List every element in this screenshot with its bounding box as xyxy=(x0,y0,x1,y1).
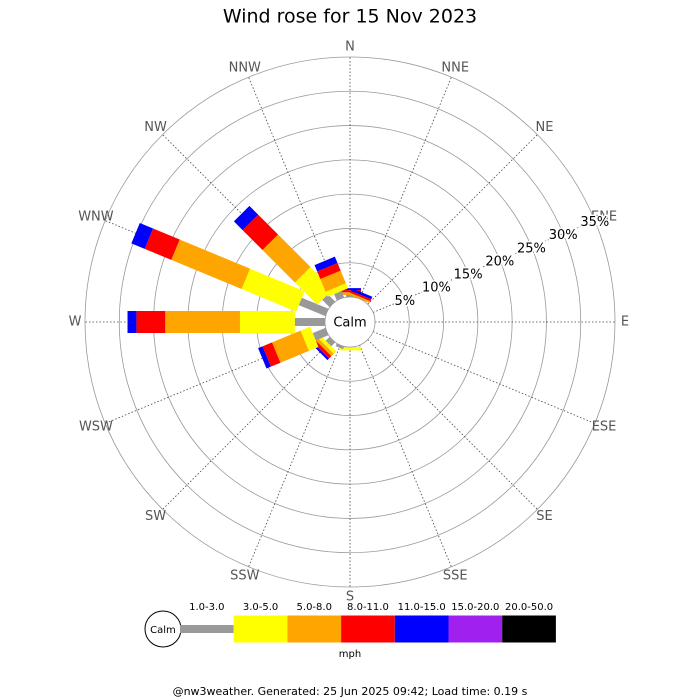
rose-segment xyxy=(242,214,279,251)
direction-label: SW xyxy=(145,509,166,524)
rose-segment xyxy=(144,228,180,260)
chart-title: Wind rose for 15 Nov 2023 xyxy=(223,6,477,28)
spoke xyxy=(367,134,538,305)
spoke xyxy=(372,331,595,424)
legend-label: 3.0-5.0 xyxy=(243,602,278,613)
rose-segment xyxy=(315,338,334,357)
direction-label: WSW xyxy=(79,420,113,435)
direction-label: W xyxy=(69,315,82,330)
rose-segment xyxy=(294,318,325,326)
rose-segment xyxy=(335,343,345,350)
direction-label: S xyxy=(346,590,354,605)
rose-segment xyxy=(239,311,295,333)
direction-label: NW xyxy=(144,120,167,135)
rose-segment xyxy=(350,288,373,300)
legend-swatch xyxy=(341,615,395,643)
calm-circle xyxy=(324,296,376,348)
legend-label: 20.0-50.0 xyxy=(505,602,553,613)
rose-segment xyxy=(165,311,240,333)
rose-segment xyxy=(136,311,166,333)
legend-swatch xyxy=(287,615,342,643)
ring-label: 5% xyxy=(394,294,415,309)
spoke xyxy=(162,339,333,510)
rose-segment xyxy=(258,346,271,369)
spoke xyxy=(248,344,341,567)
legend-label: 1.0-3.0 xyxy=(189,602,224,613)
direction-label: ENE xyxy=(591,209,617,224)
legend-swatch xyxy=(448,615,503,643)
footer: @nw3weather. Generated: 25 Jun 2025 09:4… xyxy=(173,685,528,698)
rose-segment xyxy=(318,335,337,354)
direction-label: NNE xyxy=(441,60,469,75)
direction-label: SSW xyxy=(230,569,260,584)
legend-label: 8.0-11.0 xyxy=(347,602,389,613)
rose-segment xyxy=(127,311,137,333)
spoke xyxy=(359,77,452,300)
rose-segment xyxy=(233,205,259,231)
spoke xyxy=(372,220,595,313)
direction-label: SSE xyxy=(443,569,468,584)
legend-label: 11.0-15.0 xyxy=(398,602,446,613)
legend-units: mph xyxy=(339,649,361,660)
rose-segment xyxy=(241,268,305,312)
legend-swatch xyxy=(233,615,288,643)
rose-segment xyxy=(325,336,336,347)
legend-label: 5.0-8.0 xyxy=(297,602,332,613)
rose-segment xyxy=(131,223,154,249)
rose-segment xyxy=(322,294,336,308)
rose-segment xyxy=(294,266,333,305)
ring-label: 20% xyxy=(485,254,514,269)
rose-segment xyxy=(320,270,346,292)
legend-swatch xyxy=(180,625,234,633)
direction-label: E xyxy=(621,315,629,330)
direction-label: N xyxy=(345,40,355,55)
ring-label: 25% xyxy=(517,241,546,256)
direction-label: NNW xyxy=(229,60,261,75)
rose-segment xyxy=(262,342,281,367)
rose-segment xyxy=(262,234,311,283)
spoke xyxy=(359,344,452,567)
ring-label: 30% xyxy=(549,228,578,243)
rose-segment xyxy=(272,330,309,363)
rose-segment xyxy=(300,326,319,351)
direction-label: ESE xyxy=(592,420,617,435)
legend-swatch xyxy=(394,615,449,643)
direction-label: SE xyxy=(536,509,552,524)
rose-segment xyxy=(312,327,329,341)
rose-segment xyxy=(339,347,361,351)
rose-segment xyxy=(171,239,251,290)
grid-ring xyxy=(118,90,582,554)
legend-calm-label: Calm xyxy=(150,625,176,636)
rose-segment xyxy=(317,263,341,280)
ring-label: 10% xyxy=(422,281,451,296)
rose-segment xyxy=(314,256,338,272)
direction-label: NE xyxy=(535,120,553,135)
ring-label: 15% xyxy=(454,268,483,283)
legend-swatch xyxy=(502,615,556,643)
grid-ring xyxy=(84,56,616,588)
rose-segment xyxy=(350,290,372,302)
rose-segment xyxy=(298,297,329,317)
rose-segment xyxy=(349,292,371,304)
rose-segment xyxy=(325,283,348,297)
ring-label: 35% xyxy=(580,215,609,230)
rose-segment xyxy=(313,340,332,359)
legend-label: 15.0-20.0 xyxy=(451,602,499,613)
direction-label: WNW xyxy=(78,209,114,224)
calm-label: Calm xyxy=(333,316,366,331)
spoke xyxy=(367,339,538,510)
